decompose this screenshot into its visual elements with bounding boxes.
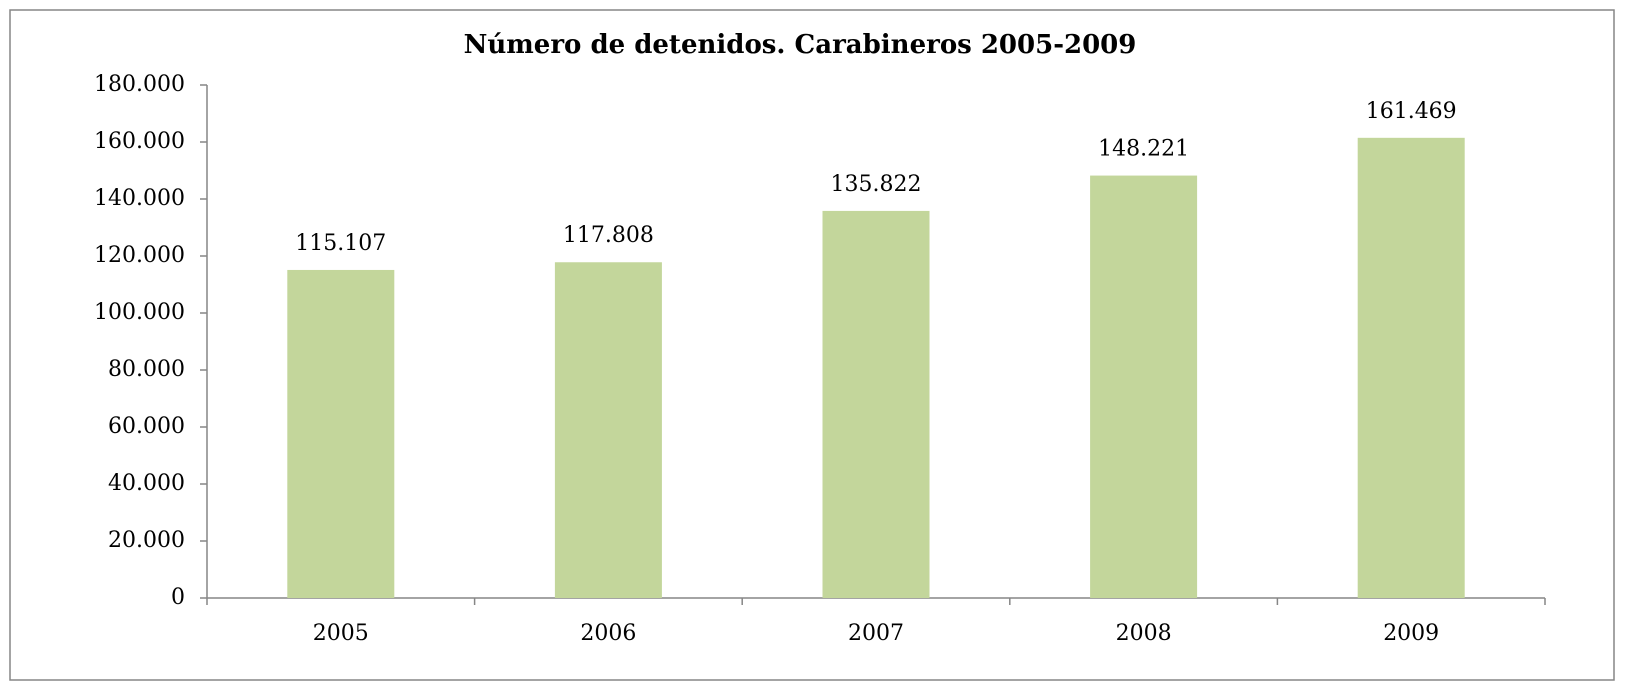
y-tick-label: 140.000 <box>94 186 185 211</box>
x-tick-label: 2008 <box>1116 621 1172 646</box>
x-tick-label: 2009 <box>1383 621 1439 646</box>
x-tick-label: 2005 <box>313 621 369 646</box>
chart-title: Número de detenidos. Carabineros 2005-20… <box>464 30 1137 60</box>
y-tick-label: 80.000 <box>108 357 185 382</box>
chart-border <box>9 9 1615 681</box>
bar <box>287 269 395 598</box>
y-tick-label: 60.000 <box>108 414 185 439</box>
data-label: 135.822 <box>831 172 922 197</box>
data-label: 117.808 <box>563 223 654 248</box>
y-tick-label: 40.000 <box>108 471 185 496</box>
y-tick-label: 180.000 <box>94 72 185 97</box>
data-label: 148.221 <box>1098 137 1189 162</box>
x-tick-label: 2007 <box>848 621 904 646</box>
y-tick-label: 100.000 <box>94 300 185 325</box>
bar <box>1090 175 1198 599</box>
y-tick-label: 0 <box>171 585 185 610</box>
y-tick-label: 160.000 <box>94 129 185 154</box>
data-label: 161.469 <box>1366 99 1457 124</box>
bar <box>554 262 662 598</box>
x-tick-label: 2006 <box>580 621 636 646</box>
data-label: 115.107 <box>295 231 386 256</box>
y-tick-label: 20.000 <box>108 528 185 553</box>
bar <box>822 210 930 599</box>
bar <box>1357 137 1465 598</box>
y-tick-label: 120.000 <box>94 243 185 268</box>
